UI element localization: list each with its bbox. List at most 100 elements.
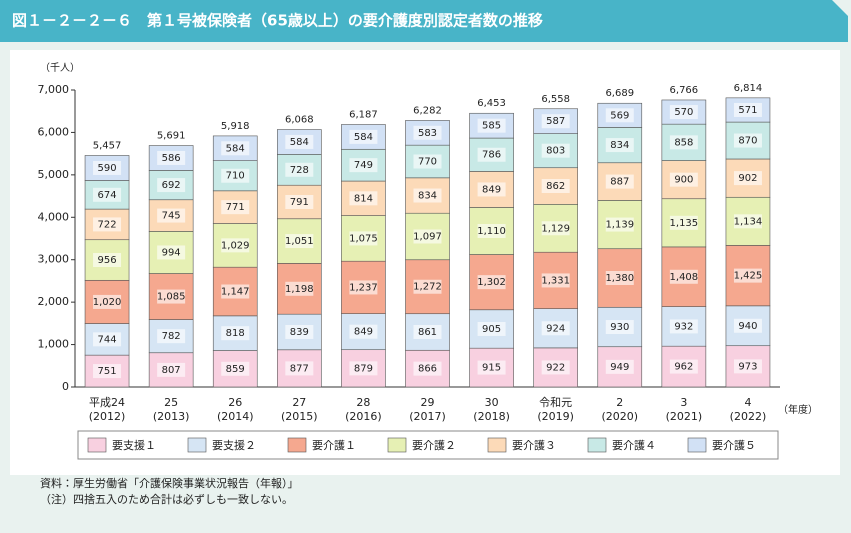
- source-note: 資料：厚生労働省「介護保険事業状況報告（年報）」: [40, 476, 299, 490]
- x-tick-year: (2021): [666, 410, 703, 423]
- data-label: 749: [354, 160, 373, 171]
- data-label: 814: [354, 193, 373, 204]
- label-bg: [541, 321, 570, 336]
- data-label: 745: [162, 211, 181, 222]
- data-label: 932: [674, 321, 693, 332]
- label-bg: [733, 214, 762, 229]
- label-bg: [93, 187, 122, 202]
- data-label: 1,110: [477, 226, 506, 237]
- data-label: 861: [418, 327, 437, 338]
- data-label: 922: [546, 362, 565, 373]
- label-bg: [477, 182, 506, 197]
- total-label: 6,689: [605, 88, 634, 99]
- label-bg: [157, 329, 186, 344]
- label-bg: [413, 125, 442, 140]
- data-label: 786: [482, 150, 501, 161]
- legend-label: 要介護４: [612, 438, 656, 452]
- data-label: 858: [674, 137, 693, 148]
- label-bg: [349, 324, 378, 339]
- label-bg: [605, 217, 634, 232]
- data-label: 1,425: [734, 271, 763, 282]
- label-bg: [477, 275, 506, 290]
- data-label: 887: [610, 177, 629, 188]
- label-bg: [93, 364, 122, 379]
- label-bg: [285, 162, 314, 177]
- label-bg: [669, 135, 698, 150]
- label-bg: [413, 361, 442, 376]
- label-bg: [477, 118, 506, 133]
- label-bg: [733, 133, 762, 148]
- x-tick-label: 28: [356, 396, 370, 409]
- y-tick-label: 3,000: [38, 253, 70, 266]
- label-bg: [541, 273, 570, 288]
- label-bg: [733, 268, 762, 283]
- x-tick-label: 30: [485, 396, 499, 409]
- x-tick-year: (2013): [153, 410, 190, 423]
- data-label: 569: [610, 110, 629, 121]
- y-tick-label: 0: [62, 380, 69, 393]
- total-label: 6,282: [413, 105, 442, 116]
- label-bg: [157, 150, 186, 165]
- data-label: 771: [226, 202, 245, 213]
- x-unit: （年度）: [778, 403, 818, 416]
- data-label: 583: [418, 128, 437, 139]
- label-bg: [93, 253, 122, 268]
- legend-swatch: [687, 437, 707, 453]
- legend-label: 要介護１: [312, 438, 356, 452]
- data-label: 722: [97, 219, 116, 230]
- label-bg: [221, 168, 250, 183]
- data-label: 587: [546, 116, 565, 127]
- legend-label: 要支援１: [112, 438, 156, 452]
- x-tick-year: (2017): [409, 410, 446, 423]
- data-label: 1,139: [605, 220, 634, 231]
- data-label: 924: [546, 323, 565, 334]
- x-tick-label: 2: [616, 396, 623, 409]
- data-label: 849: [354, 327, 373, 338]
- data-label: 1,272: [413, 282, 442, 293]
- data-label: 930: [610, 322, 629, 333]
- x-tick-label: 26: [228, 396, 242, 409]
- label-bg: [669, 359, 698, 374]
- label-bg: [221, 200, 250, 215]
- data-label: 1,135: [670, 218, 699, 229]
- label-bg: [157, 178, 186, 193]
- label-bg: [477, 360, 506, 375]
- data-label: 1,134: [734, 216, 763, 227]
- total-label: 6,814: [734, 83, 763, 94]
- data-label: 728: [290, 165, 309, 176]
- data-label: 1,147: [221, 287, 250, 298]
- data-label: 849: [482, 184, 501, 195]
- x-tick-year: (2014): [217, 410, 254, 423]
- label-bg: [221, 284, 250, 299]
- y-tick-label: 6,000: [38, 125, 70, 138]
- data-label: 803: [546, 146, 565, 157]
- chart-title: 図１－２－２－６ 第１号被保険者（65歳以上）の要介護度別認定者数の推移: [12, 12, 543, 30]
- data-label: 956: [97, 255, 116, 266]
- x-tick-year: (2022): [730, 410, 767, 423]
- label-bg: [93, 332, 122, 347]
- label-bg: [157, 208, 186, 223]
- data-label: 1,075: [349, 233, 378, 244]
- data-label: 1,020: [93, 297, 122, 308]
- x-tick-label: 3: [680, 396, 687, 409]
- data-label: 590: [97, 163, 116, 174]
- label-bg: [541, 114, 570, 129]
- total-label: 5,918: [221, 121, 250, 132]
- data-label: 862: [546, 181, 565, 192]
- data-label: 962: [674, 362, 693, 373]
- data-label: 915: [482, 363, 501, 374]
- label-bg: [541, 221, 570, 236]
- x-tick-year: (2019): [537, 410, 574, 423]
- label-bg: [669, 215, 698, 230]
- label-bg: [285, 281, 314, 296]
- data-label: 1,380: [605, 273, 634, 284]
- label-bg: [605, 359, 634, 374]
- x-tick-label: 令和元: [539, 395, 572, 409]
- legend-swatch: [587, 437, 607, 453]
- data-label: 859: [226, 364, 245, 375]
- data-label: 834: [418, 191, 437, 202]
- label-bg: [605, 108, 634, 123]
- label-bg: [605, 174, 634, 189]
- total-label: 6,766: [670, 85, 699, 96]
- label-bg: [285, 324, 314, 339]
